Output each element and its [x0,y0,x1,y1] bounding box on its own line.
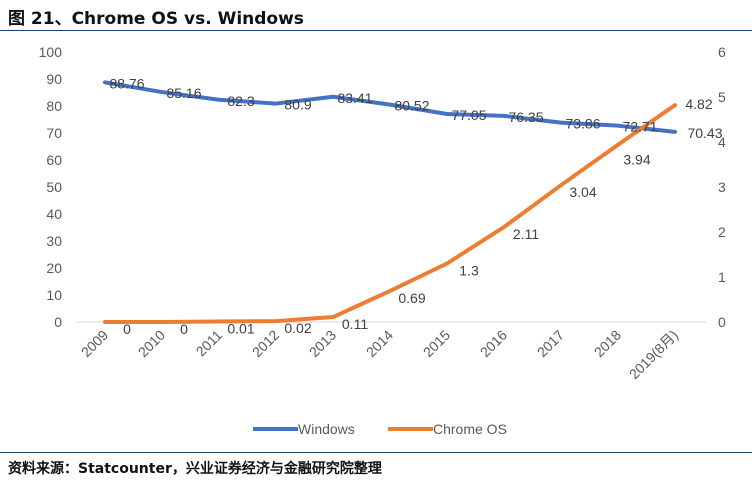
windows-data-label: 85.16 [166,85,201,101]
windows-data-label: 76.35 [508,109,543,125]
series-lines [103,80,677,324]
left-tick-label: 60 [46,152,62,168]
right-tick-label: 5 [718,89,726,105]
chrome-data-label: 0.02 [284,320,311,336]
data-labels: 88.76 85.16 82.3 80.9 83.41 80.52 77.05 76.35 73… [109,75,722,337]
windows-series-line [103,80,677,134]
right-tick-label: 3 [718,179,726,195]
x-tick-label: 2010 [135,327,168,360]
chrome-data-label: 2.11 [513,226,539,242]
title-rule [0,30,752,31]
x-tick-label: 2016 [477,327,510,360]
left-tick-label: 90 [46,71,62,87]
left-tick-label: 30 [46,233,62,249]
left-tick-label: 10 [46,287,62,303]
x-tick-label: 2011 [193,327,226,360]
windows-data-label: 82.3 [227,93,254,109]
right-tick-label: 6 [718,44,726,60]
x-axis: 2009 2010 2011 2012 2013 2014 2015 2016 2017 2018… [78,327,681,382]
legend: Windows Chrome OS [253,421,507,437]
chrome-data-label: 4.82 [685,96,712,112]
windows-data-label: 77.05 [451,107,486,123]
source-note: 资料来源：Statcounter，兴业证券经济与金融研究院整理 [8,461,382,477]
x-tick-label: 2017 [534,327,567,360]
right-tick-label: 0 [718,314,726,330]
right-tick-label: 4 [718,134,726,150]
x-tick-label: 2015 [420,327,453,360]
x-tick-label: 2009 [78,327,111,360]
right-tick-label: 2 [718,224,726,240]
chrome-data-label: 0.69 [398,290,425,306]
left-tick-label: 0 [54,314,62,330]
source-rule [0,452,752,453]
x-tick-label: 2018 [591,327,624,360]
windows-data-label: 73.86 [565,116,600,132]
left-tick-label: 40 [46,206,62,222]
chrome-data-label: 3.94 [623,152,650,168]
windows-data-label: 88.76 [109,75,144,91]
figure-title: 图 21、Chrome OS vs. Windows [8,9,304,29]
windows-data-label: 80.9 [284,97,311,113]
legend-windows-label: Windows [298,421,355,437]
windows-data-label: 83.41 [337,90,372,106]
legend-chrome-label: Chrome OS [433,421,507,437]
x-tick-label: 2019(8月) [626,327,681,382]
left-y-axis: 0 10 20 30 40 50 60 70 80 90 100 [39,44,63,330]
right-tick-label: 1 [718,269,726,285]
left-tick-label: 50 [46,179,62,195]
chrome-data-label: 0 [180,321,188,337]
left-tick-label: 100 [39,44,63,60]
chrome-data-label: 0.11 [342,316,368,332]
chrome-data-label: 0 [123,321,131,337]
line-chart: 0 10 20 30 40 50 60 70 80 90 100 0 1 2 3 4 5 6 2009 2010 2… [39,44,726,437]
left-tick-label: 80 [46,98,62,114]
windows-data-label: 70.43 [687,125,722,141]
windows-data-label: 72.71 [622,119,657,135]
chrome-data-label: 0.01 [227,321,254,337]
windows-data-label: 80.52 [394,98,429,114]
chrome-data-label: 1.3 [459,263,479,279]
right-y-axis: 0 1 2 3 4 5 6 [718,44,726,330]
left-tick-label: 20 [46,260,62,276]
left-tick-label: 70 [46,125,62,141]
chrome-series-line [103,103,677,324]
chrome-data-label: 3.04 [569,184,596,200]
